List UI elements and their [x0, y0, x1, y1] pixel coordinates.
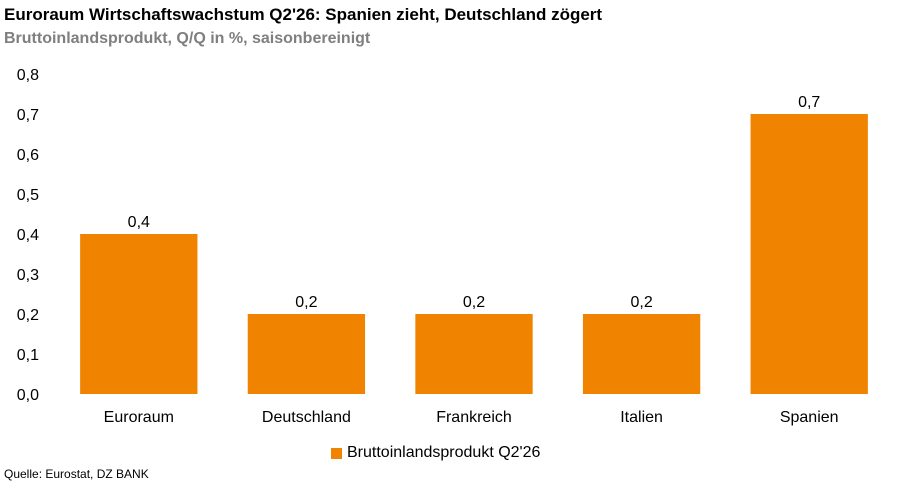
x-tick-label: Euroraum [104, 409, 174, 426]
legend-label: Bruttoinlandsprodukt Q2'26 [347, 444, 541, 461]
chart-title: Euroraum Wirtschaftswachstum Q2'26: Span… [4, 5, 603, 24]
y-tick-label: 0,5 [17, 187, 39, 204]
x-tick-label: Spanien [780, 409, 839, 426]
bar [247, 314, 366, 394]
data-label: 0,2 [463, 294, 485, 311]
legend-swatch [331, 447, 342, 459]
x-tick-label: Italien [620, 409, 663, 426]
data-label: 0,2 [630, 294, 652, 311]
y-tick-label: 0,3 [17, 267, 39, 284]
data-label: 0,7 [798, 94, 820, 111]
bar [80, 234, 198, 394]
data-label: 0,4 [128, 214, 150, 231]
bar-chart: 0,0 0,1 0,2 0,3 0,4 0,5 0,6 0,7 0,8 0,4 Euroraum 0,… [17, 67, 868, 426]
bar [582, 314, 701, 394]
data-label: 0,2 [295, 294, 317, 311]
y-tick-label: 0,8 [17, 67, 39, 84]
y-tick-label: 0,1 [17, 347, 39, 364]
legend: Bruttoinlandsprodukt Q2'26 [331, 443, 540, 463]
x-tick-label: Frankreich [436, 409, 512, 426]
source-note: Quelle: Eurostat, DZ BANK [4, 467, 149, 481]
y-tick-label: 0,0 [17, 387, 39, 404]
chart-subtitle: Bruttoinlandsprodukt, Q/Q in %, saisonbe… [4, 30, 371, 47]
y-tick-label: 0,7 [17, 107, 39, 124]
y-tick-label: 0,2 [17, 307, 39, 324]
x-tick-label: Deutschland [262, 409, 351, 426]
bar [750, 114, 868, 394]
y-tick-label: 0,6 [17, 147, 39, 164]
bar [415, 314, 533, 394]
y-tick-label: 0,4 [17, 227, 39, 244]
